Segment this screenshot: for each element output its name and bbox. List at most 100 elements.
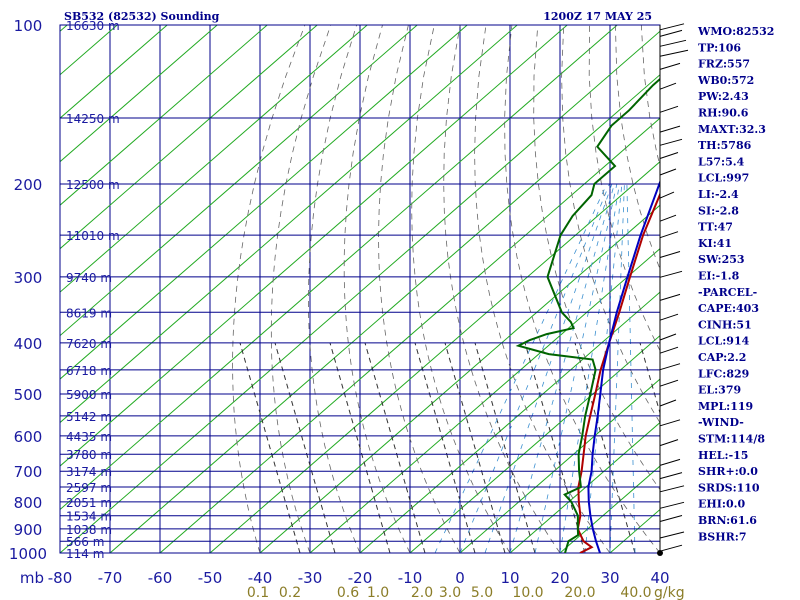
wind-barb: [659, 125, 681, 133]
temperature-tick-label: -80: [48, 569, 73, 587]
height-label: 9740 m: [66, 271, 112, 285]
station-title: SB532 (82532) Sounding: [64, 10, 220, 23]
wind-barb: [659, 472, 683, 480]
wind-barb: [659, 458, 681, 466]
temperature-tick-label: 40: [650, 569, 669, 587]
index-item: HEL:-15: [698, 449, 748, 462]
isotherm-line: [409, 334, 660, 553]
isotherm-line: [60, 25, 468, 380]
moist-adiabats: [434, 183, 636, 553]
isotherm-line: [60, 25, 268, 206]
index-item: FRZ:557: [698, 58, 750, 71]
mixing-ratio-tick-label: 1.0: [367, 585, 389, 600]
index-item: CAP:2.2: [698, 351, 746, 364]
dry-adiabat: [343, 25, 411, 553]
wind-barb: [659, 333, 677, 341]
isotherm-line: [60, 25, 568, 467]
wind-barb: [659, 251, 681, 258]
pressure-tick-label: 1000: [9, 545, 47, 563]
wind-barb: [659, 313, 679, 321]
mixing-ratio-tick-label: 0.6: [337, 585, 359, 600]
isotherm-line: [60, 25, 218, 163]
index-item: EL:379: [698, 384, 741, 397]
index-item: L57:5.4: [698, 155, 745, 168]
pressure-tick-label: 600: [14, 428, 43, 446]
index-item: LCL:997: [698, 172, 749, 185]
isotherm-line: [459, 378, 660, 553]
wind-barb: [659, 531, 685, 539]
index-item: WB0:572: [697, 74, 754, 87]
index-item: WMO:82532: [697, 25, 774, 38]
moist-adiabat: [626, 183, 636, 553]
sounding-time: 1200Z 17 MAY 25: [543, 10, 652, 23]
height-label: 5900 m: [66, 388, 112, 402]
height-label: 1534 m: [66, 510, 112, 524]
dry-adiabat: [474, 25, 611, 553]
pressure-unit-label: mb: [20, 569, 44, 587]
pressure-tick-label: 900: [14, 521, 43, 539]
isotherm-line: [60, 25, 368, 293]
index-item: KI:41: [698, 237, 732, 250]
height-label: 6718 m: [66, 364, 112, 378]
pressure-tick-label: 400: [14, 335, 43, 353]
index-item: PW:2.43: [698, 90, 749, 103]
index-item: LFC:829: [698, 367, 749, 380]
dry-adiabat: [232, 25, 306, 553]
height-label: 3780 m: [66, 448, 112, 462]
moist-adiabat: [459, 183, 610, 553]
mixing-ratio-line: [474, 342, 536, 553]
index-item: MAXT:32.3: [698, 123, 766, 136]
mixing-ratio-tick-label: 0.2: [279, 585, 301, 600]
temperature-tick-label: 30: [600, 569, 619, 587]
wind-barb: [659, 501, 685, 509]
pressure-tick-label: 300: [14, 269, 43, 287]
mixing-ratio-unit-label: g/kg: [654, 585, 685, 600]
moist-adiabat: [534, 183, 618, 553]
wind-barb: [659, 346, 679, 354]
mixing-ratio-tick-label: 2.0: [411, 585, 433, 600]
height-label: 3174 m: [66, 465, 112, 479]
mixing-ratio-tick-label: 5.0: [471, 585, 493, 600]
pressure-tick-label: 800: [14, 494, 43, 512]
dewpoint-profile: [515, 77, 660, 553]
temperature-tick-label: -10: [398, 569, 423, 587]
index-item: SHR+:0.0: [698, 465, 758, 478]
sounding-profiles: [515, 77, 660, 553]
wind-barb: [659, 544, 683, 552]
temperature-tick-label: -60: [148, 569, 173, 587]
temperature-tick-label: 0: [455, 569, 465, 587]
indices-panel: WMO:82532 TP:106 FRZ:557 WB0:572 PW:2.43 RH:9…: [697, 25, 774, 543]
mixing-ratio-tick-label: 20.0: [564, 585, 595, 600]
isotherm-line: [60, 25, 618, 511]
mixing-ratio-line: [274, 342, 336, 553]
isotherm-line: [760, 25, 800, 553]
height-label: 11010 m: [66, 229, 120, 243]
height-label: 14250 m: [66, 112, 120, 126]
index-item: CINH:51: [698, 318, 752, 331]
wind-barb: [659, 39, 687, 47]
mixing-ratio-line: [239, 342, 301, 553]
parcel-profile: [587, 179, 660, 553]
moist-adiabat: [434, 183, 608, 553]
height-label: 2597 m: [66, 481, 112, 495]
index-item: EI:-1.8: [698, 270, 740, 283]
temperature-tick-label: 20: [550, 569, 569, 587]
wind-barb: [659, 29, 683, 37]
wind-barb: [659, 419, 681, 427]
index-item: BSHR:7: [698, 530, 747, 543]
isotherm-line: [60, 25, 168, 119]
pressure-tick-label: 700: [14, 463, 43, 481]
temperature-tick-label: 10: [500, 569, 519, 587]
wind-barb: [659, 168, 677, 176]
wind-barb: [659, 191, 675, 199]
index-item: SI:-2.8: [698, 204, 739, 217]
index-item: -PARCEL-: [698, 286, 757, 299]
mixing-ratio-tick-label: 3.0: [439, 585, 461, 600]
isotherm-line: [159, 117, 660, 553]
mixing-ratio-line: [574, 342, 636, 553]
wind-barb: [659, 105, 679, 113]
mixing-ratio-line: [364, 342, 426, 553]
wind-barb: [659, 62, 681, 70]
mixing-ratio-line: [524, 342, 586, 553]
index-item: SRDS:110: [698, 481, 760, 494]
